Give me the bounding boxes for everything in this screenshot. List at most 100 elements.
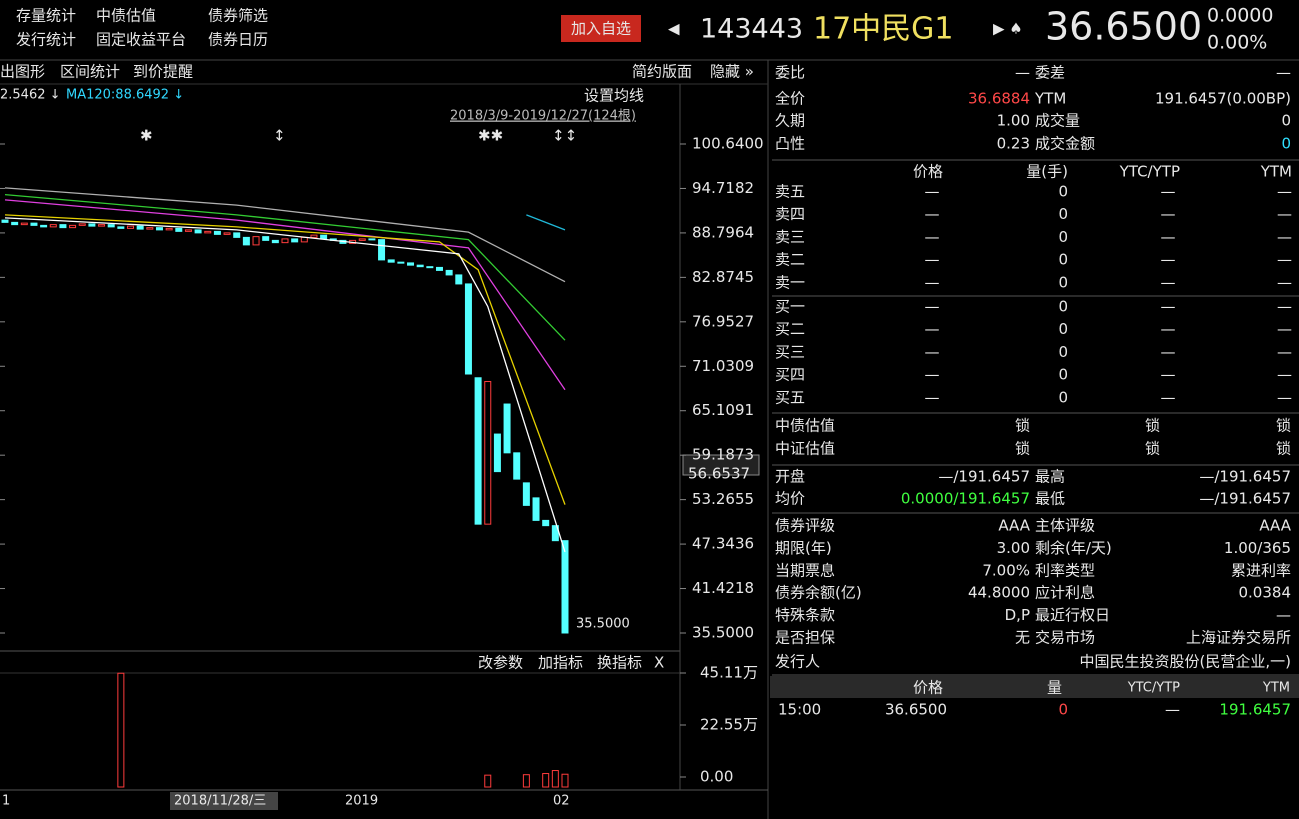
field-value: 上海证券交易所 [1186,629,1291,647]
field-value: 锁 [1276,417,1291,435]
menu-item[interactable]: 债券日历 [208,31,268,49]
tool-button[interactable]: 出图形 [0,63,45,81]
book-cell: — [1277,183,1292,201]
trade-cell: 0 [1058,701,1068,719]
price: 36.6500 [1045,5,1202,49]
tool-button[interactable]: 加指标 [538,654,583,672]
book-level: 卖一 [775,273,805,291]
field-label: 发行人 [775,653,820,671]
candle [252,236,260,246]
y-tick-label: 0.00 [700,768,733,786]
tool-button[interactable]: 简约版面 [632,63,692,81]
field-value: — [1276,606,1291,624]
candle [155,227,163,231]
candle [387,259,395,263]
bond-code: 143443 [700,14,803,45]
menu-item[interactable]: 中债估值 [96,7,156,25]
candle [1,219,9,223]
candle [513,452,521,480]
book-cell: 0 [1058,320,1068,338]
field-value: 锁 [1015,417,1030,435]
field-value: 无 [1015,629,1030,647]
ma-line [4,214,566,505]
candle [464,283,472,375]
candle [78,223,86,226]
field-value: 191.6457(0.00BP) [1155,90,1291,108]
tool-button[interactable]: 改参数 [478,654,523,672]
field-label: 中债估值 [775,417,835,435]
volume-bar [522,774,530,788]
tool-button[interactable]: 换指标 [597,654,642,672]
candle [127,225,135,229]
candle [30,222,38,226]
marker: ↕ [273,127,286,145]
x-tick-label: 02 [553,794,570,809]
menu-item[interactable]: 固定收益平台 [96,31,186,49]
book-cell: 0 [1058,205,1068,223]
candle [11,221,19,226]
candle [503,403,511,454]
field-value: 1.00/365 [1224,539,1291,557]
x-tick-label: 2019 [345,794,378,809]
menu-item[interactable]: 债券筛选 [208,7,268,25]
book-cell: — [925,183,940,201]
y-tick-label: 71.0309 [692,357,754,375]
marker: ✱ [140,127,153,145]
candle [474,377,482,525]
candle [20,222,28,226]
book-cell: — [925,320,940,338]
candle [407,262,415,266]
field-value: 0 [1281,112,1291,130]
prev-icon[interactable]: ◀ [668,20,680,38]
field-label: 债券余额(亿) [775,584,862,602]
field-label: 最高 [1035,468,1065,486]
candle [107,224,115,228]
add-button[interactable] [561,15,641,42]
tool-button[interactable]: 隐藏 » [710,63,754,81]
field-label: 是否担保 [775,629,835,647]
book-cell: — [1277,251,1292,269]
field-value: 3.00 [997,539,1030,557]
book-cell: — [1277,320,1292,338]
y-tick-label: 22.55万 [700,716,758,734]
candle [117,226,125,229]
candle [320,234,328,240]
book-level: 买二 [775,320,805,338]
book-cell: 0 [1058,343,1068,361]
ma-line [526,214,566,231]
menu-item[interactable]: 发行统计 [16,31,76,49]
tool-button[interactable]: 区间统计 [60,63,120,81]
book-cell: 0 [1058,388,1068,406]
tool-button[interactable]: 到价提醒 [133,63,193,81]
ma-setting[interactable]: 设置均线 [584,87,644,105]
range-label: 2018/3/9-2019/12/27(124根) [450,109,636,124]
next-icon[interactable]: ▶ ♠ [993,20,1023,38]
candle [194,229,202,234]
field-label: 均价 [775,490,805,508]
candle [204,230,212,234]
field-value: —/191.6457 [1199,468,1291,486]
candle [310,234,318,238]
add-button-label[interactable]: 加入自选 [571,20,631,38]
book-cell: — [1277,298,1292,316]
ma-label: 2.5462 ↓ [0,88,61,103]
field-value: 7.00% [982,561,1030,579]
tool-button[interactable]: X [654,654,664,672]
y-tick-label: 47.3436 [692,535,754,553]
change-pct: 0.00% [1207,32,1267,54]
ma-label: MA120:88.6492 ↓ [66,88,184,103]
book-level: 卖三 [775,228,805,246]
book-cell: — [1161,388,1176,406]
field-value: 锁 [1276,440,1291,458]
candle [493,433,501,473]
column-header: YTC/YTP [1119,163,1180,181]
candle [542,519,550,527]
book-cell: — [1277,343,1292,361]
column-header: 价格 [913,163,943,181]
book-cell: — [1161,366,1176,384]
field-label: 成交金额 [1035,135,1095,153]
menu-item[interactable]: 存量统计 [16,7,76,25]
candle [136,225,144,230]
candle [455,274,463,285]
